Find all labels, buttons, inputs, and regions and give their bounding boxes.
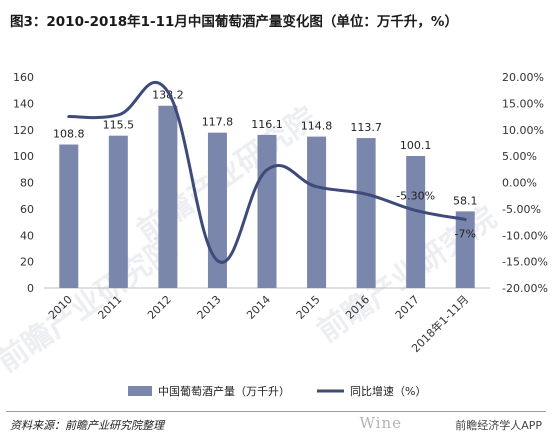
- y-left-tick-label: 100: [13, 150, 34, 163]
- footer-divider: [6, 411, 546, 412]
- bar: [207, 132, 227, 288]
- brand-label: 前瞻经济学人APP: [455, 419, 542, 432]
- bar-data-label: 116.1: [251, 118, 283, 131]
- y-left-tick-label: 20: [20, 256, 34, 269]
- y-right-tick-label: -10.00%: [502, 229, 548, 242]
- line-data-label: -7%: [455, 227, 476, 240]
- bar-data-label: 138.2: [152, 89, 184, 102]
- y-left-tick-label: 60: [20, 203, 34, 216]
- x-tick-label: 2015: [294, 293, 323, 322]
- growth-rate-line: [67, 81, 467, 264]
- y-right-tick-label: -15.00%: [502, 256, 548, 269]
- y-left-tick-label: 160: [13, 71, 34, 84]
- y-left-tick-label: 0: [27, 282, 34, 295]
- bar: [455, 211, 475, 288]
- bar-data-label: 114.8: [301, 120, 333, 133]
- line-data-label: -5.30%: [396, 189, 435, 202]
- bar: [158, 105, 178, 288]
- y-right-tick-label: -5.00%: [502, 203, 541, 216]
- y-left-tick-label: 40: [20, 229, 34, 242]
- legend-line-label: 同比增速（%）: [350, 384, 426, 398]
- x-tick-label: 2011: [95, 293, 124, 322]
- bar: [406, 155, 426, 288]
- y-left-tick-label: 140: [13, 97, 34, 110]
- bar: [257, 134, 277, 288]
- bar: [307, 136, 327, 288]
- y-right-tick-label: 20.00%: [502, 71, 544, 84]
- legend-bar-label: 中国葡萄酒产量（万千升）: [158, 384, 290, 398]
- x-tick-label: 2010: [46, 293, 75, 322]
- bar-data-label: 117.8: [202, 116, 234, 129]
- x-tick-label: 2013: [195, 293, 224, 322]
- x-tick-label: 2017: [393, 293, 422, 322]
- bar: [108, 135, 128, 288]
- y-left-tick-label: 80: [20, 177, 34, 190]
- y-right-tick-label: 0.00%: [502, 177, 537, 190]
- legend-bar-swatch: [128, 386, 152, 396]
- y-right-tick-label: 10.00%: [502, 124, 544, 137]
- bar-data-label: 100.1: [400, 139, 432, 152]
- y-right-tick-label: 5.00%: [502, 150, 537, 163]
- bar: [356, 138, 376, 288]
- bar-data-label: 113.7: [350, 121, 382, 134]
- x-tick-label: 2016: [343, 293, 372, 322]
- x-tick-label: 2012: [145, 293, 174, 322]
- y-left-tick-label: 120: [13, 124, 34, 137]
- bar-data-label: 108.8: [53, 128, 85, 141]
- y-right-tick-label: 15.00%: [502, 97, 544, 110]
- x-tick-label: 2014: [244, 293, 273, 322]
- wine-watermark: Wine: [359, 414, 402, 432]
- y-right-tick-label: -20.00%: [502, 282, 548, 295]
- source-note: 资料来源：前瞻产业研究院整理: [10, 419, 164, 432]
- chart-title: 图3：2010-2018年1-11月中国葡萄酒产量变化图（单位：万千升，%）: [10, 14, 458, 30]
- bar: [59, 144, 79, 288]
- bar-data-label: 115.5: [103, 119, 135, 132]
- bar-data-label: 58.1: [453, 194, 478, 207]
